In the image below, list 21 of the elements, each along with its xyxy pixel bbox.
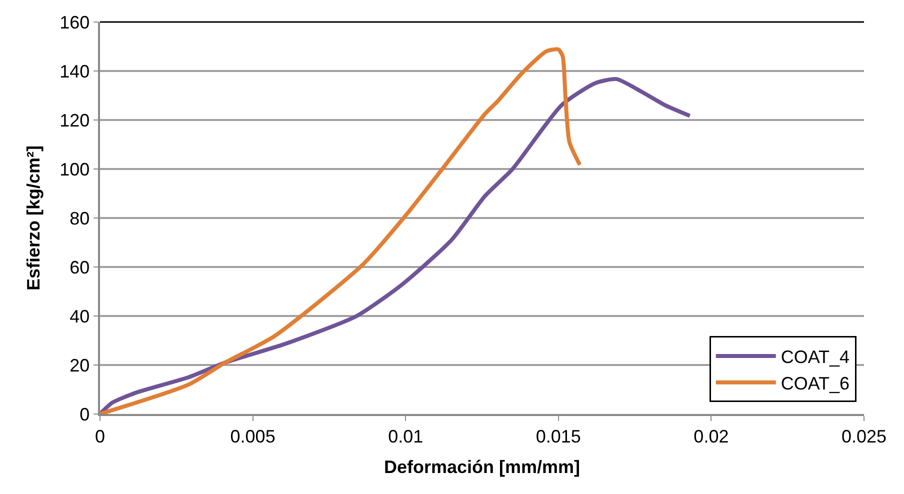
x-tick-label: 0.015 <box>536 426 581 446</box>
line-series <box>100 77 692 414</box>
y-tick-label: 160 <box>60 12 90 32</box>
y-tick-label: 100 <box>60 159 90 180</box>
y-tick-label: 20 <box>70 355 90 376</box>
y-tick-label: 120 <box>60 110 90 130</box>
x-tick-label: 0.02 <box>694 426 729 446</box>
x-axis-title: Deformación [mm/mm] <box>384 456 580 477</box>
line-series <box>100 47 582 414</box>
y-axis-title: Esfierzo [kg/cm²] <box>23 145 44 291</box>
y-tick-label: 0 <box>80 404 90 424</box>
x-tick-label: 0 <box>94 426 106 446</box>
y-tick-label: 40 <box>70 306 90 326</box>
y-tick-label: 140 <box>60 61 90 82</box>
x-tick-label: 0.025 <box>841 426 887 446</box>
legend-label: COAT_4 <box>780 346 850 367</box>
y-tick-label: 60 <box>70 257 90 278</box>
legend-label: COAT_6 <box>780 373 850 394</box>
y-tick-label: 80 <box>70 208 90 228</box>
x-tick-label: 0.005 <box>230 426 276 446</box>
x-tick-label: 0.01 <box>388 426 424 446</box>
